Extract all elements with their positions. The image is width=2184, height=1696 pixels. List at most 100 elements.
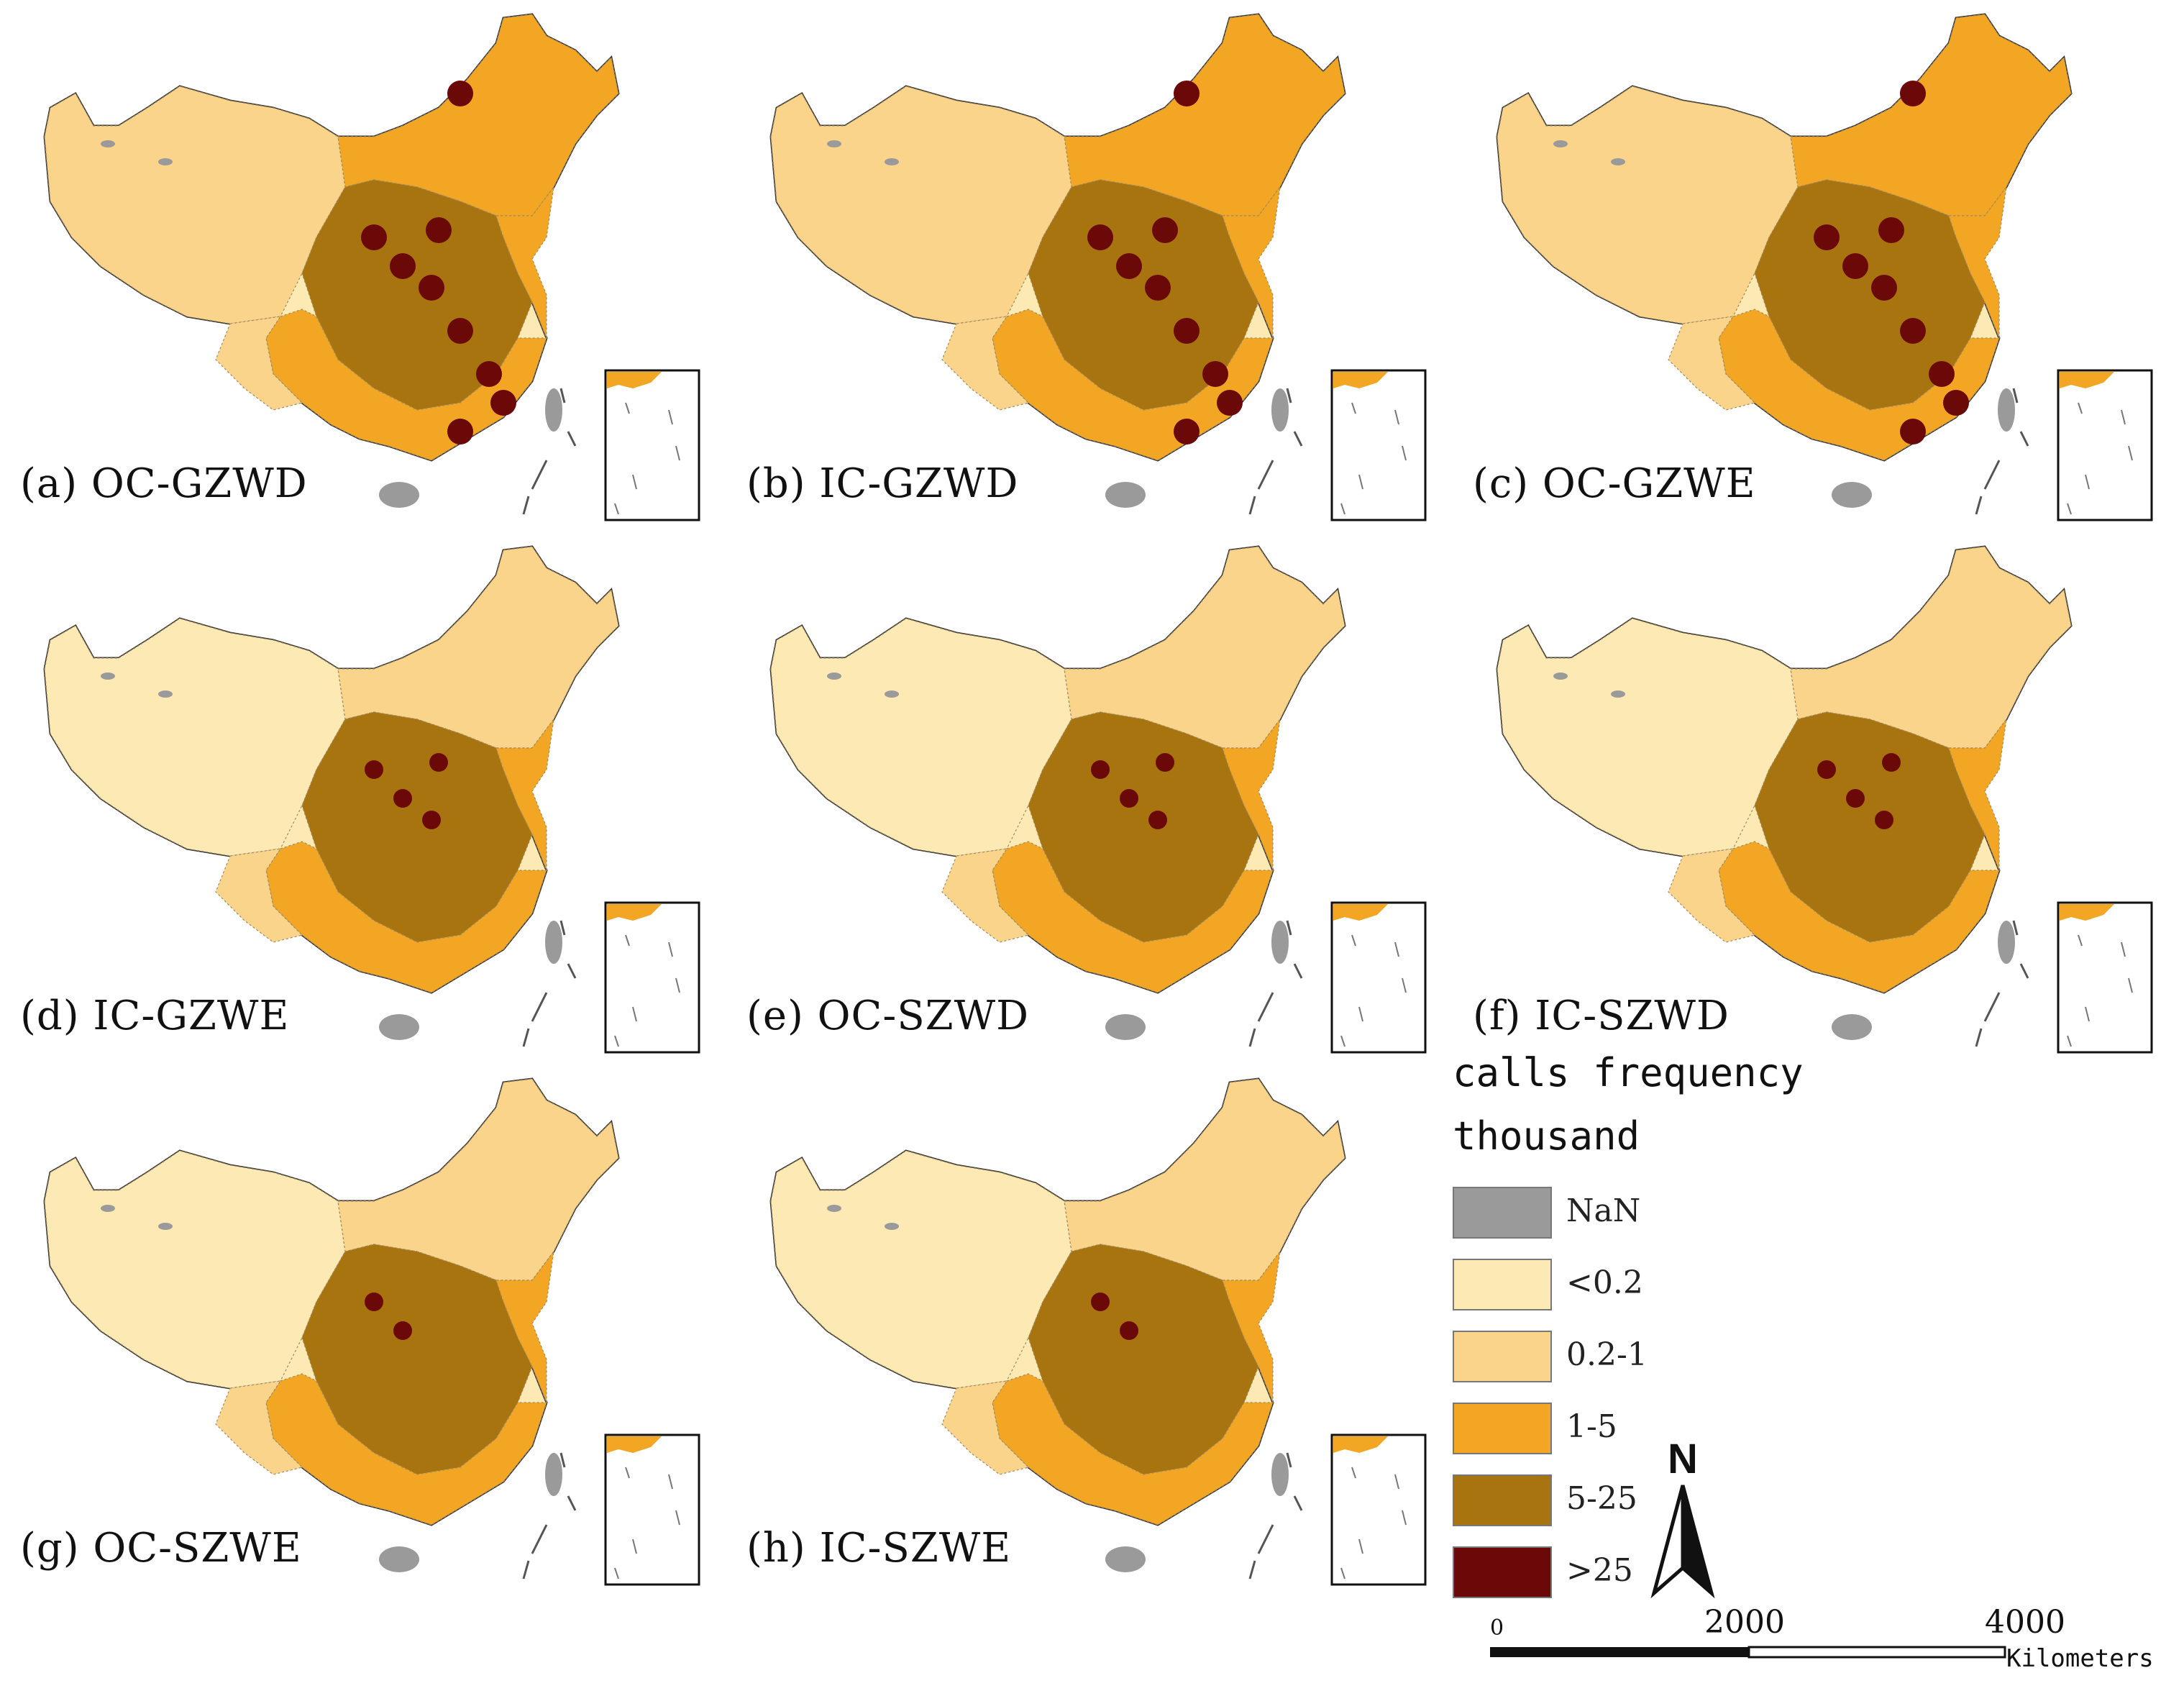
lake (101, 673, 115, 680)
legend-swatch (1453, 1474, 1552, 1526)
prefecture-patch (1831, 752, 1880, 787)
scale-tick-0: 0 (1490, 1615, 1504, 1641)
prefecture-patch (338, 733, 381, 763)
lake (827, 1205, 841, 1212)
map-panel: (e) OC-SZWD (726, 532, 1453, 1064)
south-china-sea-inset (1330, 1433, 1427, 1586)
scale-bar-graphic (1490, 1646, 2006, 1659)
hub-cell (361, 224, 387, 250)
prefecture-patch (354, 842, 394, 870)
south-china-sea-inset (1330, 901, 1427, 1054)
panel-caption: (d) IC-GZWE (20, 993, 290, 1039)
region-west (770, 86, 1072, 324)
hub-cell (390, 253, 416, 279)
region-south (992, 841, 1274, 993)
prefecture-patch (1831, 220, 1880, 255)
china-choropleth-map (769, 1077, 1427, 1586)
region-east (1222, 719, 1281, 871)
island (1105, 1546, 1146, 1572)
prefecture-patch (378, 1285, 427, 1319)
prefecture-patch (406, 1355, 457, 1392)
hub-cell (447, 81, 473, 106)
hub-cell (1174, 419, 1200, 444)
island (1271, 388, 1289, 432)
legend-subtitle: thousand (1453, 1113, 1640, 1159)
hub-cell (1871, 275, 1897, 301)
prefecture-patch (1064, 733, 1107, 763)
panel-caption: (b) IC-GZWD (746, 460, 1019, 507)
lake (1611, 158, 1625, 165)
legend-label: NaN (1566, 1193, 1641, 1229)
hub-cell (1156, 753, 1174, 772)
legend-swatch (1453, 1259, 1552, 1310)
legend-label: >25 (1566, 1552, 1633, 1589)
prefecture-patch (1806, 309, 1847, 338)
island (545, 1453, 562, 1496)
hub-cell (1842, 253, 1868, 279)
prefecture-patch (338, 1265, 381, 1295)
legend-label: 0.2-1 (1566, 1336, 1648, 1373)
region-south (265, 1373, 547, 1526)
hub-cell (1900, 419, 1926, 444)
hub-cell (1152, 217, 1178, 243)
prefecture-patch (1891, 258, 1934, 288)
prefecture-patch (439, 258, 482, 288)
hub-cell (1817, 760, 1836, 779)
island (1832, 1014, 1872, 1040)
hub-cell (1814, 224, 1840, 250)
map-panel: (h) IC-SZWE (726, 1064, 1453, 1597)
map-panel: (d) IC-GZWE (0, 532, 726, 1064)
region-south (992, 1373, 1274, 1526)
region-east (495, 1251, 554, 1403)
prefecture-patch (338, 201, 381, 231)
lake (827, 140, 841, 147)
region-west (1497, 618, 1799, 857)
island (1105, 1014, 1146, 1040)
north-label: N (1668, 1436, 1698, 1482)
prefecture-patch (456, 878, 493, 906)
region-east (1222, 186, 1281, 339)
south-china-sea-inset (2057, 369, 2153, 521)
region-west (770, 618, 1072, 857)
prefecture-patch (1064, 201, 1107, 231)
prefecture-patch (1106, 1408, 1152, 1441)
prefecture-patch (1106, 875, 1152, 908)
hub-cell (393, 789, 412, 808)
scale-tick-2000: 2000 (1704, 1604, 1785, 1641)
prefecture-patch (1165, 258, 1208, 288)
prefecture-patch (1832, 875, 1878, 908)
china-choropleth-map (1496, 13, 2153, 521)
island (379, 482, 419, 508)
lake (158, 1223, 173, 1230)
lake (827, 673, 841, 680)
hub-cell (1091, 760, 1110, 779)
prefecture-patch (380, 1408, 426, 1441)
hub-cell (1174, 318, 1200, 344)
hub-cell (365, 1292, 383, 1311)
prefecture-patch (1832, 343, 1878, 376)
region-west (44, 618, 346, 857)
prefecture-patch (406, 823, 457, 860)
prefecture-patch (1106, 343, 1152, 376)
map-panel: (a) OC-GZWD (0, 0, 726, 532)
region-south (1718, 841, 2000, 993)
island (545, 388, 562, 432)
prefecture-patch (1858, 823, 1910, 860)
region-sw (215, 1380, 303, 1475)
region-west (1497, 86, 1799, 324)
island (1271, 1453, 1289, 1496)
prefecture-patch (1791, 733, 1834, 763)
china-choropleth-map (43, 1077, 700, 1586)
panel-caption: (h) IC-SZWE (746, 1525, 1012, 1572)
hub-cell (490, 390, 516, 416)
hub-cell (1900, 81, 1926, 106)
legend-swatch (1453, 1403, 1552, 1454)
hub-cell (426, 217, 452, 243)
prefecture-patch (1132, 823, 1184, 860)
south-china-sea-inset (604, 1433, 700, 1586)
island (1998, 388, 2015, 432)
region-sw (941, 1380, 1030, 1475)
island (545, 921, 562, 964)
panel-caption: (g) OC-SZWE (20, 1525, 302, 1572)
hub-cell (1087, 224, 1113, 250)
